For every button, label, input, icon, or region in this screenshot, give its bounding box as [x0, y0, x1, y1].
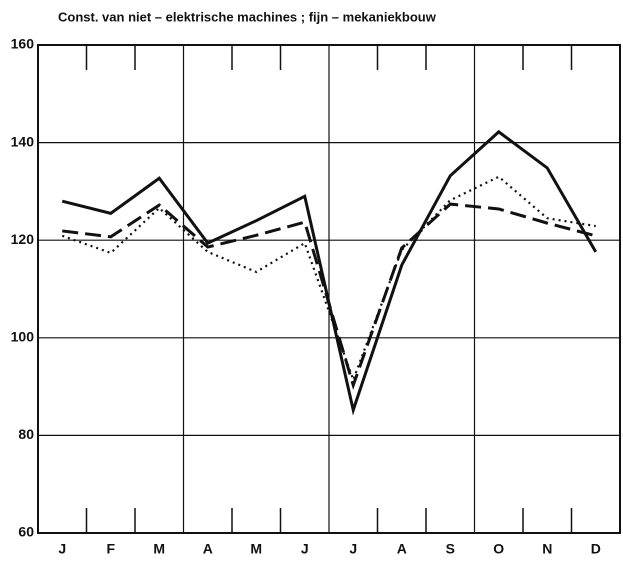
y-tick-label: 60	[18, 524, 34, 540]
x-tick-label: J	[301, 541, 309, 557]
series-line	[61, 175, 596, 383]
x-tick-label: O	[493, 541, 504, 557]
x-tick-label: F	[106, 541, 115, 557]
x-tick-label: A	[397, 541, 407, 557]
x-tick-label: J	[349, 541, 357, 557]
x-tick-label: M	[153, 541, 165, 557]
x-tick-label: M	[250, 541, 262, 557]
x-tick-label: S	[446, 541, 455, 557]
y-tick-label: 120	[11, 231, 35, 247]
y-tick-label: 160	[11, 36, 35, 52]
plot-frame	[37, 44, 621, 534]
x-tick-label: N	[542, 541, 552, 557]
y-tick-label: 140	[11, 133, 35, 149]
x-tick-label: J	[58, 541, 66, 557]
x-tick-label: D	[591, 541, 601, 557]
y-tick-label: 80	[18, 426, 34, 442]
y-tick-label: 100	[11, 329, 35, 345]
x-tick-label: A	[203, 541, 213, 557]
chart-title: Const. van niet – elektrische machines ;…	[58, 9, 437, 24]
series-line	[62, 202, 597, 390]
